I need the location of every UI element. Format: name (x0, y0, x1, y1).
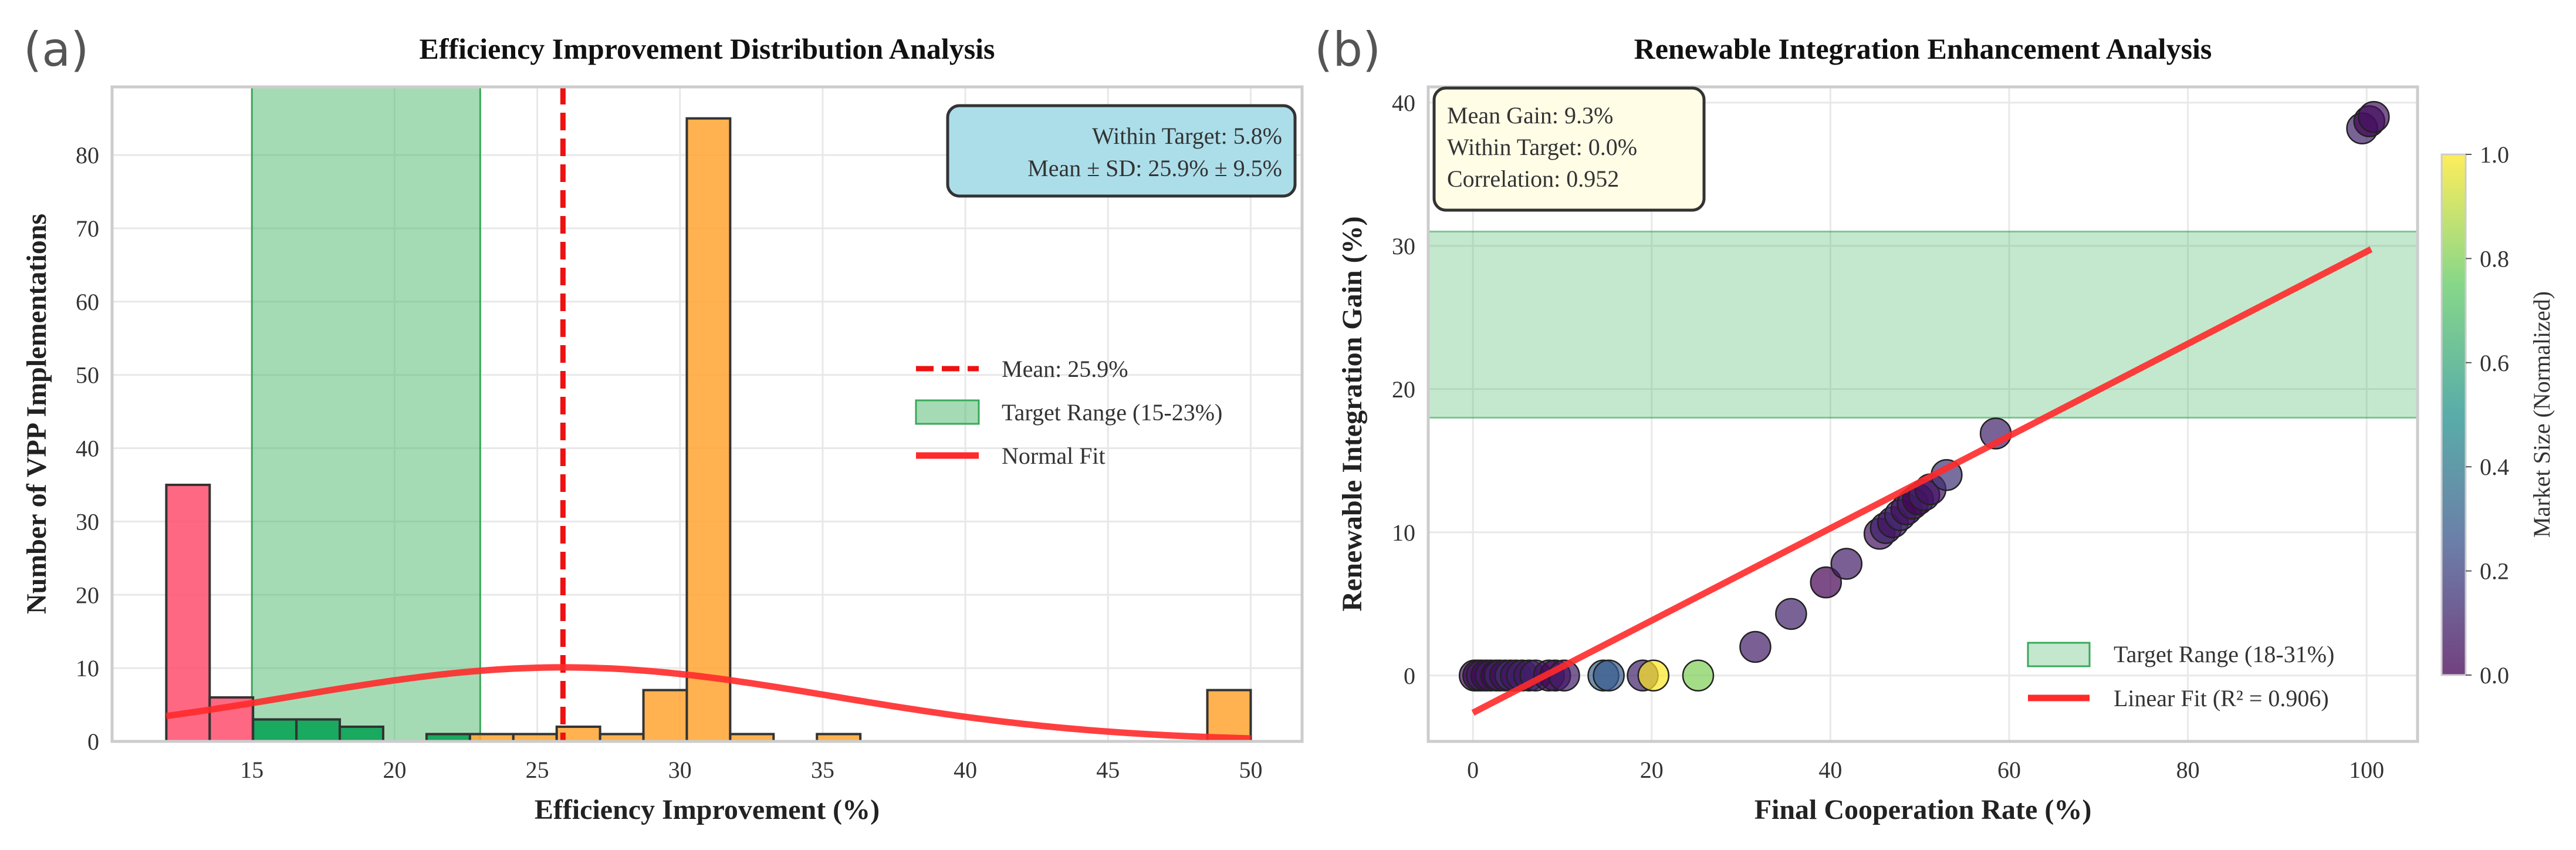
colorbar-tick-label: 0.8 (2480, 245, 2509, 272)
legend-target-label: Target Range (18-31%) (2114, 641, 2334, 667)
x-tick-label: 80 (2176, 757, 2200, 783)
legend-target-swatch (2027, 642, 2091, 667)
colorbar-tick-label: 0.4 (2480, 454, 2509, 480)
scatter-point (1682, 659, 1715, 692)
target-range-band (1427, 230, 2419, 419)
chart-b-xlabel: Final Cooperation Rate (%) (1754, 794, 2092, 825)
histogram-bar (1206, 689, 1252, 743)
x-tick-label: 25 (526, 757, 549, 783)
scatter-point (1637, 659, 1670, 692)
panel-label-b: (b) (1314, 22, 1381, 77)
y-tick-label: 10 (76, 655, 99, 682)
y-tick-label: 30 (1392, 233, 1415, 259)
chart-a-ylabel: Number of VPP Implementations (21, 214, 52, 614)
x-tick-label: 20 (1640, 757, 1664, 783)
colorbar-label: Market Size (Normalized) (2528, 291, 2555, 538)
histogram-bar (339, 726, 385, 743)
x-tick-label: 45 (1096, 757, 1120, 783)
infobox-b-line2: Within Target: 0.0% (1447, 134, 1637, 160)
histogram-bar (165, 483, 211, 743)
y-tick-label: 0 (87, 728, 99, 755)
chart-a-frame (110, 85, 1304, 743)
histogram-chart: Efficiency Improvement Distribution Anal… (21, 32, 1304, 825)
panel-label-a: (a) (23, 22, 89, 77)
chart-b-legend: Target Range (18-31%) Linear Fit (R² = 0… (2027, 641, 2334, 711)
legend-target-label: Target Range (15-23%) (1002, 399, 1222, 426)
colorbar: 0.0 0.2 0.4 0.6 0.8 1.0 Market Size (Normaliz… (2440, 141, 2555, 689)
y-tick-label: 50 (76, 362, 99, 389)
x-tick-label: 15 (240, 757, 263, 783)
colorbar-tick-label: 0.6 (2480, 350, 2509, 376)
x-tick-label: 40 (1818, 757, 1842, 783)
y-tick-label: 20 (76, 582, 99, 608)
y-tick-label: 10 (1392, 520, 1415, 546)
scatter-point (1593, 659, 1625, 692)
chart-b-ylabel: Renewable Integration Gain (%) (1337, 216, 1368, 611)
x-tick-label: 30 (668, 757, 692, 783)
chart-a-title: Efficiency Improvement Distribution Anal… (419, 32, 995, 65)
normal-fit-curve (165, 664, 1251, 742)
legend-target-swatch (915, 399, 980, 425)
y-tick-label: 20 (1392, 376, 1415, 403)
legend-fit-label: Normal Fit (1002, 443, 1106, 469)
y-tick-label: 40 (1392, 90, 1415, 116)
x-tick-label: 40 (954, 757, 977, 783)
x-tick-label: 0 (1467, 757, 1479, 783)
x-tick-label: 35 (811, 757, 834, 783)
x-tick-label: 50 (1239, 757, 1262, 783)
chart-a-xlabel: Efficiency Improvement (%) (535, 794, 880, 825)
infobox-a-line2: Mean ± SD: 25.9% ± 9.5% (1027, 155, 1282, 181)
x-tick-label: 100 (2349, 757, 2384, 783)
y-tick-label: 30 (76, 508, 99, 535)
linear-fit-line (1471, 246, 2373, 716)
y-tick-label: 80 (76, 142, 99, 168)
target-range-band (251, 86, 481, 743)
histogram-bar (685, 117, 732, 743)
infobox-b-line3: Correlation: 0.952 (1447, 166, 1619, 192)
x-tick-label: 60 (1997, 757, 2021, 783)
scatter-chart: Renewable Integration Enhancement Analys… (1337, 32, 2555, 825)
histogram-bar (252, 718, 298, 743)
infobox-a-line1: Within Target: 5.8% (1092, 123, 1282, 149)
chart-b-infobox: Mean Gain: 9.3% Within Target: 0.0% Corr… (1432, 86, 1706, 212)
colorbar-tick-label: 0.0 (2480, 662, 2509, 689)
colorbar-tick-label: 1.0 (2480, 141, 2509, 168)
legend-mean-label: Mean: 25.9% (1002, 356, 1128, 382)
y-tick-label: 60 (76, 289, 99, 315)
colorbar-tick-label: 0.2 (2480, 558, 2509, 585)
scatter-point (1775, 598, 1807, 630)
y-tick-label: 70 (76, 215, 99, 242)
chart-b-frame (1426, 85, 2419, 743)
chart-a-legend: Mean: 25.9% Target Range (15-23%) Normal… (915, 356, 1222, 469)
histogram-bar (642, 689, 688, 743)
scatter-point (1830, 548, 1863, 580)
infobox-b-line1: Mean Gain: 9.3% (1447, 102, 1613, 129)
chart-a-infobox: Within Target: 5.8% Mean ± SD: 25.9% ± 9… (946, 104, 1297, 198)
y-tick-label: 40 (76, 436, 99, 462)
histogram-bar (295, 718, 342, 743)
scatter-point (1739, 630, 1772, 663)
scatter-point (1810, 566, 1843, 599)
legend-fit-label: Linear Fit (R² = 0.906) (2114, 685, 2329, 711)
chart-b-title: Renewable Integration Enhancement Analys… (1634, 32, 2212, 65)
x-tick-label: 20 (383, 757, 406, 783)
scatter-point (2358, 100, 2390, 133)
y-tick-label: 0 (1404, 663, 1415, 689)
